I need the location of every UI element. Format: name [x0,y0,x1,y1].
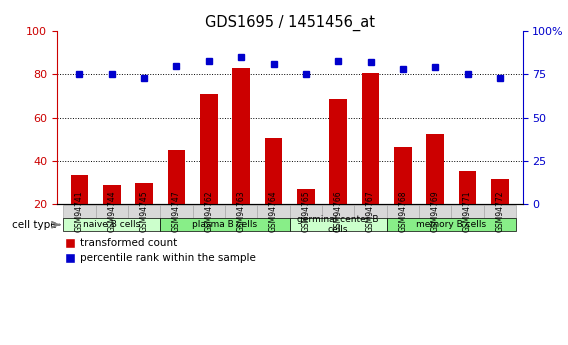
Text: plasma B cells: plasma B cells [193,220,257,229]
Text: GSM94767: GSM94767 [366,190,375,232]
Bar [354,205,387,218]
Text: GSM94764: GSM94764 [269,190,278,232]
Bar [232,68,250,204]
Text: GSM94769: GSM94769 [431,190,440,232]
Bar [290,205,322,218]
Text: memory B cells: memory B cells [416,220,486,229]
Bar [484,205,516,218]
Bar [362,73,379,204]
Text: germinal center B
cells: germinal center B cells [298,215,379,234]
Title: GDS1695 / 1451456_at: GDS1695 / 1451456_at [204,15,375,31]
Bar [257,205,290,218]
Bar [329,99,347,204]
Bar [70,175,89,204]
Bar [394,147,412,204]
Bar [290,218,387,231]
Bar [387,205,419,218]
Bar [193,205,225,218]
Text: GSM94765: GSM94765 [302,190,310,232]
Bar [168,150,185,204]
Bar [297,189,315,204]
Bar [128,205,160,218]
Bar [160,205,193,218]
Text: GSM94741: GSM94741 [75,190,84,232]
Bar [452,205,484,218]
Bar [63,205,95,218]
Legend: transformed count, percentile rank within the sample: transformed count, percentile rank withi… [62,234,260,268]
Text: naive B cells: naive B cells [83,220,140,229]
Bar [491,179,509,204]
Bar [135,183,153,204]
Text: GSM94768: GSM94768 [398,190,407,232]
Bar [427,134,444,204]
Bar [265,138,282,204]
Text: GSM94763: GSM94763 [237,190,246,232]
Text: GSM94766: GSM94766 [333,190,343,232]
Text: GSM94747: GSM94747 [172,190,181,232]
Bar [419,205,452,218]
Bar [103,185,120,204]
Text: cell type: cell type [11,220,56,230]
Text: GSM94771: GSM94771 [463,190,472,232]
Text: GSM94762: GSM94762 [204,190,214,232]
Bar [459,171,477,204]
Text: GSM94745: GSM94745 [140,190,149,232]
Text: GSM94744: GSM94744 [107,190,116,232]
Text: GSM94772: GSM94772 [495,190,504,232]
Bar [63,218,160,231]
Bar [322,205,354,218]
Bar [225,205,257,218]
Bar [95,205,128,218]
Bar [387,218,516,231]
Bar [200,94,218,204]
Bar [160,218,290,231]
